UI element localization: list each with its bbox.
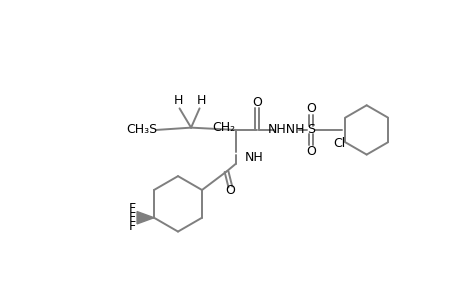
Text: Cl: Cl xyxy=(332,137,345,150)
Text: NH: NH xyxy=(245,151,263,164)
Text: S: S xyxy=(307,123,314,136)
Polygon shape xyxy=(137,212,154,224)
Text: O: O xyxy=(306,102,315,115)
Text: O: O xyxy=(225,184,235,197)
Text: F: F xyxy=(129,211,136,224)
Text: O: O xyxy=(306,145,315,158)
Text: O: O xyxy=(252,96,262,109)
Text: H: H xyxy=(173,94,182,107)
Text: CH₃S: CH₃S xyxy=(126,123,157,136)
Text: F: F xyxy=(129,202,136,215)
Text: NHNH: NHNH xyxy=(267,123,305,136)
Text: CH₂: CH₂ xyxy=(212,121,235,134)
Text: F: F xyxy=(129,220,136,233)
Text: H: H xyxy=(196,94,205,107)
